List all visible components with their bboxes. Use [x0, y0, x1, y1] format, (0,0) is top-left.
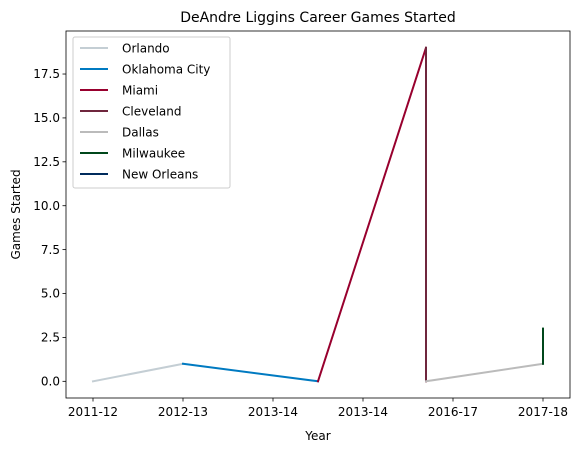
y-tick-label: 2.5 — [41, 331, 60, 345]
legend-label: Oklahoma City — [122, 63, 210, 77]
y-axis-title: Games Started — [9, 169, 23, 259]
x-tick-label: 2016-17 — [428, 405, 478, 419]
y-tick-label: 15.0 — [33, 111, 60, 125]
series-line-orlando — [93, 364, 183, 382]
legend-label: Dallas — [122, 126, 159, 140]
y-axis: 0.0 2.5 5.0 7.5 10.0 12.5 15.0 17.5 — [33, 67, 66, 388]
legend-label: New Orleans — [122, 168, 198, 182]
legend: Orlando Oklahoma City Miami Cleveland Dallas… — [73, 37, 230, 188]
x-tick-label: 2017-18 — [518, 405, 568, 419]
series-line-oklahoma-city — [183, 364, 318, 382]
y-tick-label: 5.0 — [41, 287, 60, 301]
y-tick-label: 12.5 — [33, 155, 60, 169]
legend-label: Milwaukee — [122, 147, 185, 161]
y-tick-label: 0.0 — [41, 375, 60, 389]
x-tick-label: 2013-14 — [248, 405, 298, 419]
legend-label: Orlando — [122, 42, 170, 56]
x-tick-label: 2011-12 — [68, 405, 118, 419]
series-line-dallas — [426, 364, 543, 382]
y-tick-label: 7.5 — [41, 243, 60, 257]
x-axis-title: Year — [304, 429, 330, 443]
y-tick-label: 10.0 — [33, 199, 60, 213]
legend-label: Miami — [122, 84, 158, 98]
legend-label: Cleveland — [122, 105, 182, 119]
x-axis: 2011-12 2012-13 2013-14 2013-14 2016-17 2017-… — [68, 398, 568, 419]
x-tick-label: 2012-13 — [158, 405, 208, 419]
chart-title: DeAndre Liggins Career Games Started — [180, 10, 456, 26]
y-tick-label: 17.5 — [33, 67, 60, 81]
x-tick-label: 2013-14 — [338, 405, 388, 419]
series-line-miami — [318, 48, 426, 382]
